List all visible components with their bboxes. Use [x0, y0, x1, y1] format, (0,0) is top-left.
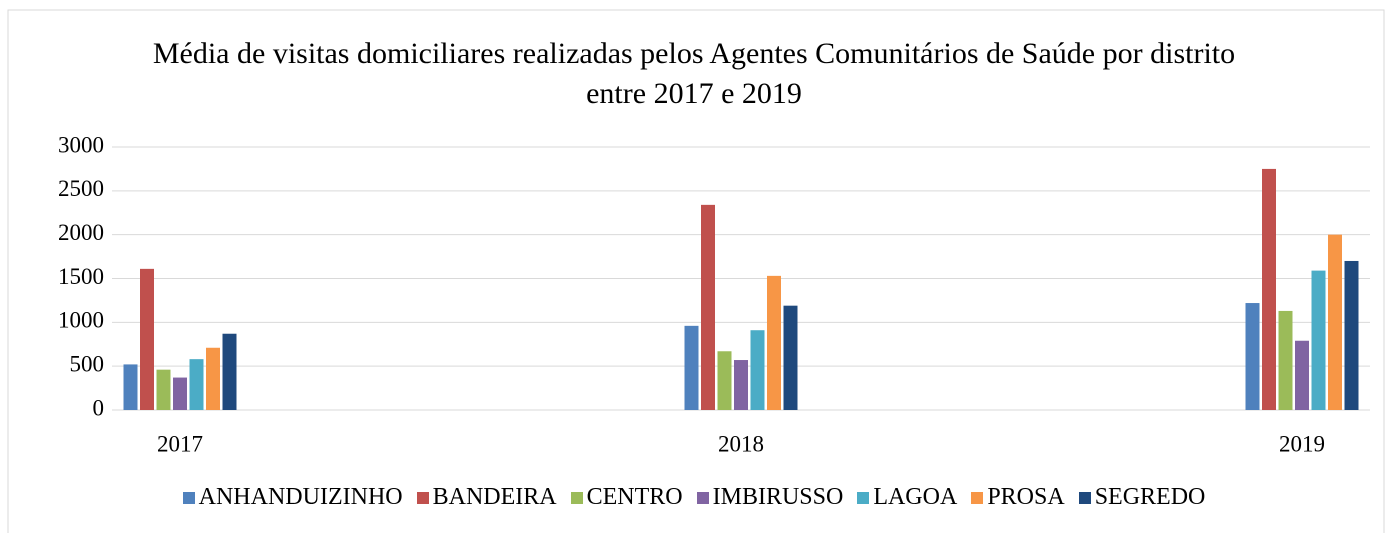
- bar: [189, 359, 204, 410]
- y-tick-label: 1500: [58, 264, 104, 289]
- x-tick-label: 2017: [157, 431, 203, 456]
- legend-item: LAGOA: [857, 484, 957, 511]
- bar: [1311, 270, 1326, 410]
- legend-swatch: [416, 491, 429, 504]
- legend: ANHANDUIZINHO BANDEIRA CENTRO IMBIRUSSO LAGO…: [0, 484, 1388, 511]
- y-tick-label: 2000: [58, 220, 104, 245]
- legend-swatch: [1078, 491, 1091, 504]
- bar: [1278, 310, 1293, 410]
- chart-title: Média de visitas domiciliares realizadas…: [152, 37, 1236, 110]
- x-tick-label: 2019: [1279, 431, 1325, 456]
- legend-swatch: [971, 491, 984, 504]
- chart-frame: [7, 9, 1385, 533]
- y-tick-label: 1000: [58, 308, 104, 333]
- legend-swatch: [182, 491, 195, 504]
- bar: [173, 377, 187, 410]
- legend-item: SEGREDO: [1078, 484, 1206, 511]
- legend-swatch: [570, 491, 583, 504]
- bar: [1295, 340, 1309, 410]
- bar: [734, 360, 748, 410]
- legend-item: IMBIRUSSO: [696, 484, 844, 511]
- bar: [1262, 168, 1276, 410]
- y-tick-label: 500: [70, 351, 105, 376]
- bar: [222, 333, 237, 410]
- bar: [156, 369, 171, 410]
- bar: [783, 305, 798, 410]
- legend-swatch: [857, 491, 870, 504]
- legend-label: ANHANDUIZINHO: [198, 484, 403, 510]
- bar: [206, 347, 220, 410]
- legend-label: SEGREDO: [1094, 484, 1206, 510]
- bar: [750, 330, 765, 410]
- bar: [701, 204, 715, 410]
- legend-label: PROSA: [987, 484, 1065, 510]
- bar: [717, 351, 732, 410]
- legend-label: CENTRO: [586, 484, 683, 510]
- legend-label: BANDEIRA: [432, 484, 557, 510]
- bar: [767, 275, 781, 410]
- legend-item: ANHANDUIZINHO: [182, 484, 403, 511]
- x-tick-label: 2018: [718, 431, 764, 456]
- y-tick-label: 3000: [58, 132, 104, 157]
- bar: [123, 364, 138, 410]
- bar: [1328, 234, 1342, 410]
- bar: [1344, 260, 1359, 410]
- bar: [684, 325, 699, 410]
- legend-item: BANDEIRA: [416, 484, 557, 511]
- legend-item: CENTRO: [570, 484, 683, 511]
- y-tick-label: 2500: [58, 176, 104, 201]
- y-tick-label: 0: [93, 395, 105, 420]
- legend-swatch: [696, 491, 709, 504]
- legend-item: PROSA: [971, 484, 1065, 511]
- bar: [140, 268, 154, 410]
- legend-label: LAGOA: [873, 484, 958, 510]
- legend-label: IMBIRUSSO: [712, 484, 844, 510]
- bar: [1245, 303, 1260, 410]
